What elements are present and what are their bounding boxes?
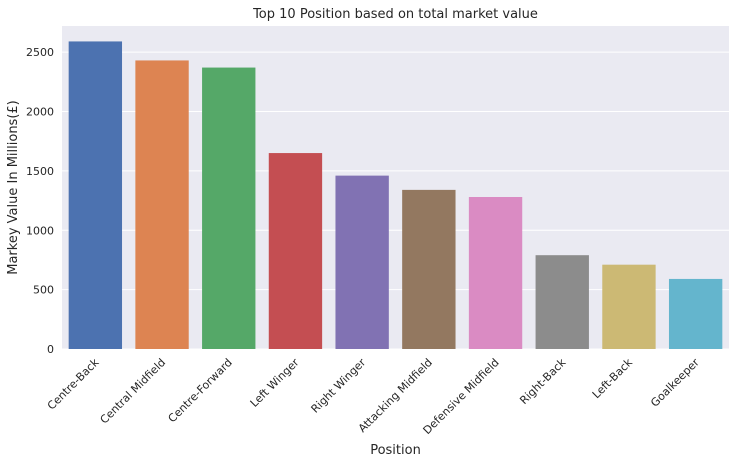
x-tick-label: Left Winger — [248, 356, 302, 410]
y-tick-label: 1000 — [26, 224, 54, 237]
x-tick-label: Right-Back — [517, 355, 569, 407]
bar-central-midfield — [135, 60, 189, 349]
bar-centre-back — [68, 41, 123, 349]
y-axis-label: Markey Value In Millions(£) — [6, 100, 21, 275]
x-tick-label: Goalkeeper — [648, 356, 702, 410]
x-tick-label: Centre-Forward — [166, 356, 235, 425]
bar-goalkeeper — [668, 278, 723, 349]
y-tick-label: 2500 — [26, 46, 54, 59]
y-tick-label: 0 — [47, 343, 54, 356]
y-tick-label: 2000 — [26, 106, 54, 119]
y-tick-label: 500 — [33, 284, 54, 297]
y-tick-label: 1500 — [26, 165, 54, 178]
x-tick-label: Central Midfield — [98, 356, 169, 427]
y-axis-ticks: 0 500 1000 1500 2000 2500 — [26, 46, 54, 356]
x-tick-label: Defensive Midfield — [421, 356, 502, 437]
bar-right-back — [535, 255, 589, 349]
bar-left-winger — [268, 153, 323, 349]
bar-attacking-midfield — [402, 189, 456, 349]
chart-title: Top 10 Position based on total market va… — [252, 7, 538, 22]
x-tick-label: Attacking Midfield — [356, 356, 435, 435]
x-tick-label: Centre-Back — [45, 355, 102, 412]
bars — [68, 41, 723, 349]
bar-defensive-midfield — [468, 197, 523, 349]
bar-left-back — [602, 264, 656, 349]
x-axis-label: Position — [370, 443, 421, 458]
bar-centre-forward — [202, 67, 256, 349]
bar-right-winger — [335, 175, 389, 349]
x-tick-label: Left-Back — [590, 355, 636, 401]
x-tick-label: Right Winger — [309, 356, 369, 416]
